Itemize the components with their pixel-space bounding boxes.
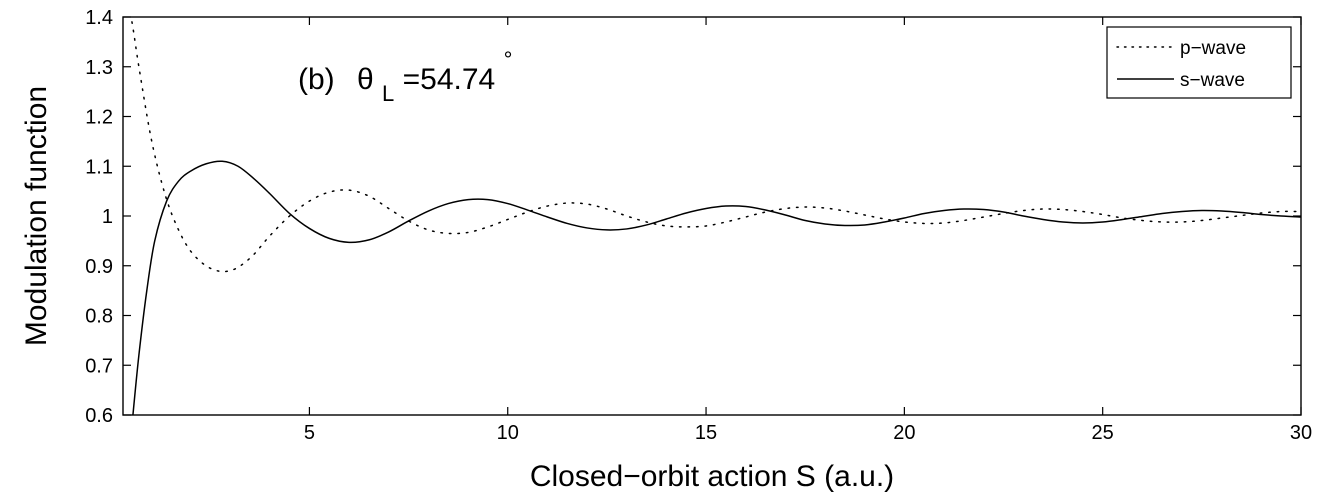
x-tick-label: 30 bbox=[1290, 422, 1312, 444]
series-layer bbox=[130, 17, 1301, 415]
y-tick-label: 1 bbox=[102, 206, 113, 228]
y-tick-label: 0.6 bbox=[85, 405, 113, 427]
annotation-prefix: (b) bbox=[298, 63, 335, 96]
x-tick-label: 10 bbox=[497, 422, 519, 444]
y-tick-label: 0.8 bbox=[85, 306, 113, 328]
annotation-degree: ° bbox=[504, 47, 513, 72]
y-tick-label: 1.2 bbox=[85, 107, 113, 129]
legend-label-s-wave: s−wave bbox=[1180, 70, 1245, 91]
legend-label-p-wave: p−wave bbox=[1180, 38, 1246, 59]
x-tick-label: 5 bbox=[304, 422, 315, 444]
y-axis-label: Modulation function bbox=[20, 86, 53, 346]
y-tick-label: 1.3 bbox=[85, 57, 113, 79]
annotation-value: =54.74 bbox=[403, 63, 496, 96]
y-tick-label: 1.4 bbox=[85, 7, 113, 29]
series-line-s-wave bbox=[132, 160, 1301, 415]
ticks-layer: 5 10 15 20 25 30 0.6 0.7 0.8 0.9 1 1.1 1.2 1.3 1.4 bbox=[85, 7, 1312, 444]
legend-box bbox=[1106, 26, 1292, 99]
x-axis-label: Closed−orbit action S (a.u.) bbox=[530, 460, 894, 493]
annotation-subscript: L bbox=[382, 81, 394, 106]
x-tick-label: 20 bbox=[893, 422, 915, 444]
svg-text:(b) θ L =54.: (b) θ L =54.74 ° bbox=[298, 47, 512, 108]
annotation-symbol: θ bbox=[357, 63, 374, 96]
y-tick-label: 0.9 bbox=[85, 256, 113, 278]
legend: p−wave s−wave bbox=[1106, 26, 1292, 99]
x-tick-label: 25 bbox=[1092, 422, 1114, 444]
x-tick-label: 15 bbox=[695, 422, 717, 444]
y-tick-label: 1.1 bbox=[85, 156, 113, 178]
y-tick-label: 0.7 bbox=[85, 355, 113, 377]
panel-annotation: (b) θ L =54.74 ° bbox=[298, 47, 512, 108]
